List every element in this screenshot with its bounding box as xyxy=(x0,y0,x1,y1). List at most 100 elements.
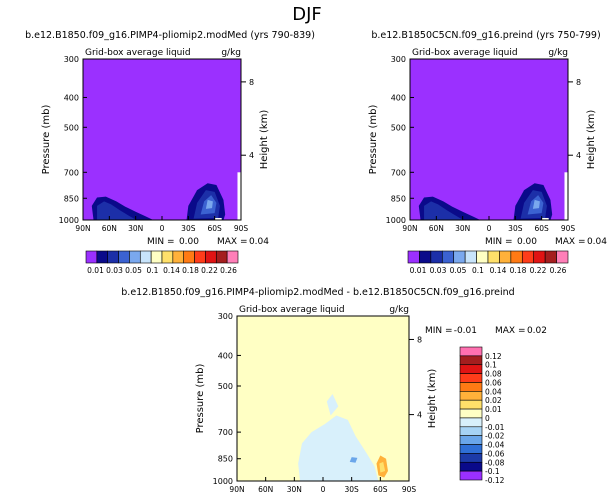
contour-fills-0 xyxy=(91,172,241,220)
colorbar-left-box-12 xyxy=(215,250,228,264)
ylabel-right-1: Height (km) xyxy=(586,110,597,170)
ytick-label-2-4: 850 xyxy=(218,455,233,464)
contour-fills-1 xyxy=(418,172,568,220)
ytick-label-1-5: 1000 xyxy=(386,216,406,225)
panel-units-0: g/kg xyxy=(221,48,241,58)
colorbar-right-box-5 xyxy=(464,250,477,264)
stat-min-label-2: MIN = xyxy=(425,326,453,336)
ytick-label-1-0: 300 xyxy=(391,55,406,64)
xtick-label-1-1: 60N xyxy=(429,224,444,233)
colorbar-diff-box-1 xyxy=(459,355,483,366)
xtick-label-0-4: 30S xyxy=(181,224,196,233)
colorbar-diff-label-13: -0.1 xyxy=(485,467,500,476)
stat-max-label-2: MAX = xyxy=(495,326,526,336)
colorbar-diff-label-4: 0.04 xyxy=(485,387,502,396)
colorbar-diff-label-6: 0.01 xyxy=(485,405,502,414)
colorbar-right-label-4: 0.14 xyxy=(490,266,507,275)
colorbar-left-box-2 xyxy=(107,250,119,264)
xtick-label-0-5: 60S xyxy=(208,224,223,233)
panel-title-1: b.e12.B1850C5CN.f09_g16.preind (yrs 750-… xyxy=(371,30,600,41)
ytick-label-1-3: 700 xyxy=(391,168,406,177)
colorbar-left-box-1 xyxy=(96,250,109,264)
ylabel-0: Pressure (mb) xyxy=(41,105,52,175)
ylabel-2: Pressure (mb) xyxy=(195,364,206,434)
contour-nh-inner-0 xyxy=(97,201,138,220)
xtick-label-1-6: 90S xyxy=(561,224,576,233)
xtick-label-0-2: 30N xyxy=(128,224,143,233)
colorbar-right-box-2 xyxy=(430,250,443,264)
colorbar-diff-box-7 xyxy=(459,408,483,419)
rtick-label-0-1: 4 xyxy=(249,151,254,160)
rtick-label-0-0: 8 xyxy=(249,78,254,87)
colorbar-left-box-4 xyxy=(129,250,141,264)
rtick-label-2-0: 8 xyxy=(417,335,422,344)
diff-negative-core xyxy=(349,457,358,463)
ytick-label-2-2: 500 xyxy=(218,382,233,391)
stat-max-label-0: MAX = xyxy=(217,237,248,247)
stat-max-value-1: 0.04 xyxy=(587,237,607,247)
ytick-label-0-1: 400 xyxy=(64,93,79,102)
colorbar-left-box-0 xyxy=(85,250,98,264)
colorbar-diff-label-5: 0.02 xyxy=(485,396,502,405)
colorbar-left-box-8 xyxy=(172,250,185,264)
stat-min-label-0: MIN = xyxy=(147,237,175,247)
xtick-label-2-1: 60N xyxy=(258,485,273,494)
colorbar-right-box-6 xyxy=(476,250,489,264)
panel-subtitle-1: Grid-box average liquid xyxy=(412,48,518,58)
colorbar-left-label-5: 0.18 xyxy=(182,266,199,275)
ytick-label-0-4: 850 xyxy=(64,194,79,203)
colorbar-left-box-11 xyxy=(205,250,217,264)
colorbar-diff-box-11 xyxy=(459,444,483,454)
panel-title-0: b.e12.B1850.f09_g16.PIMP4-pliomip2.modMe… xyxy=(25,30,315,41)
contour-nh-inner-1 xyxy=(424,201,465,220)
colorbar-diff-box-8 xyxy=(459,417,483,428)
rtick-label-2-1: 4 xyxy=(417,411,422,420)
stat-max-label-1: MAX = xyxy=(555,237,586,247)
ylabel-right-0: Height (km) xyxy=(259,110,270,170)
ytick-label-0-3: 700 xyxy=(64,168,79,177)
panel-subtitle-2: Grid-box average liquid xyxy=(239,305,345,315)
colorbar-left-box-5 xyxy=(139,250,152,264)
colorbar-right-box-9 xyxy=(510,250,523,264)
ytick-label-0-5: 1000 xyxy=(59,216,79,225)
stat-max-value-2: 0.02 xyxy=(527,326,547,336)
panel-subtitle-0: Grid-box average liquid xyxy=(85,48,191,58)
colorbar-diff-label-2: 0.08 xyxy=(485,370,502,379)
xtick-label-0-0: 90N xyxy=(75,224,90,233)
colorbar-right-label-5: 0.18 xyxy=(510,266,527,275)
figure-title: DJF xyxy=(292,4,322,25)
xtick-label-2-4: 30S xyxy=(345,485,360,494)
contour-sh-peak-0 xyxy=(205,199,213,209)
colorbar-diff-box-4 xyxy=(459,382,483,392)
ylabel-1: Pressure (mb) xyxy=(368,105,379,175)
xtick-label-0-6: 90S xyxy=(234,224,249,233)
colorbar-diff-label-11: -0.06 xyxy=(485,449,505,458)
xtick-label-2-6: 90S xyxy=(402,485,417,494)
colorbar-right-box-10 xyxy=(521,250,535,264)
stat-min-value-0: 0.00 xyxy=(179,237,199,247)
colorbar-left-label-0: 0.01 xyxy=(87,266,104,275)
colorbar-right-label-0: 0.01 xyxy=(410,266,427,275)
ytick-label-1-4: 850 xyxy=(391,194,406,203)
xtick-label-2-5: 60S xyxy=(373,485,388,494)
xtick-label-2-2: 30N xyxy=(287,485,302,494)
colorbar-diff-box-5 xyxy=(459,391,483,401)
colorbar-right-box-1 xyxy=(419,250,432,264)
ytick-label-2-5: 1000 xyxy=(213,477,233,486)
colorbar-diff-box-0 xyxy=(459,346,483,357)
ytick-label-0-2: 500 xyxy=(64,123,79,132)
colorbar-right-box-11 xyxy=(533,250,546,264)
contour-sh-peak-1 xyxy=(532,199,540,209)
colorbar-diff-label-8: -0.01 xyxy=(485,423,505,432)
topography-mask-b-1 xyxy=(564,172,568,220)
diff-negative-region xyxy=(298,415,379,481)
colorbar-right-box-8 xyxy=(499,250,512,264)
ytick-label-2-0: 300 xyxy=(218,312,233,321)
colorbar-right-box-7 xyxy=(487,250,500,264)
topography-mask-a-1 xyxy=(541,217,549,220)
colorbar-diff-label-7: 0 xyxy=(485,414,490,423)
colorbar-right-label-7: 0.26 xyxy=(550,266,567,275)
colorbar-diff-label-0: 0.12 xyxy=(485,352,502,361)
colorbar-diff-label-14: -0.12 xyxy=(485,476,505,485)
